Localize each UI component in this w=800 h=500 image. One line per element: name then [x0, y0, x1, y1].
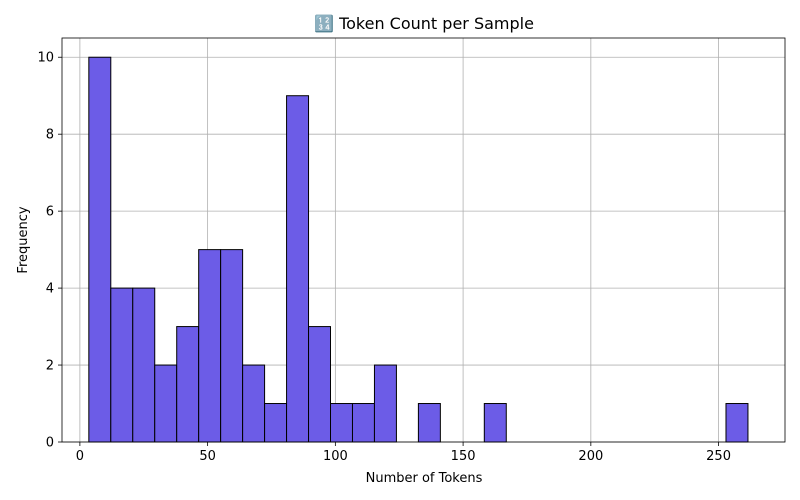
x-tick-label: 50 [199, 449, 216, 464]
histogram-bar [242, 364, 266, 443]
x-tick-label: 150 [451, 449, 476, 464]
x-axis-label: Number of Tokens [366, 471, 483, 486]
x-tick-label: 100 [323, 449, 348, 464]
chart-title: 🔢 Token Count per Sample [314, 14, 534, 33]
y-tick-label: 8 [46, 128, 54, 143]
histogram-bar [308, 326, 332, 443]
histogram-bar [351, 403, 375, 443]
axes-layer: 0 50 100 150 200 250 0 2 4 6 8 10 [37, 37, 786, 464]
histogram-bar [286, 95, 310, 443]
histogram-bar [198, 249, 222, 443]
x-tick-label: 0 [76, 449, 84, 464]
histogram-bar [330, 403, 353, 443]
histogram-bar [725, 403, 749, 443]
histogram-bar [132, 287, 156, 443]
histogram-bar [110, 287, 134, 443]
histogram-bar [264, 403, 288, 443]
y-tick-label: 0 [46, 436, 54, 451]
histogram-bar [220, 249, 244, 443]
histogram-bar [483, 403, 507, 443]
histogram-bar [373, 364, 397, 443]
x-tick-label: 250 [706, 449, 731, 464]
bars-layer [88, 56, 749, 443]
y-tick-label: 2 [46, 359, 54, 374]
x-tick-label: 200 [578, 449, 603, 464]
histogram-bar [154, 364, 178, 443]
histogram-bar [417, 403, 441, 443]
y-tick-label: 4 [46, 282, 54, 297]
histogram-bar [88, 56, 112, 443]
y-tick-label: 6 [46, 205, 54, 220]
histogram-bar [176, 326, 200, 443]
y-tick-label: 10 [37, 51, 54, 66]
y-axis-label: Frequency [16, 206, 31, 273]
plot-frame [61, 37, 786, 443]
